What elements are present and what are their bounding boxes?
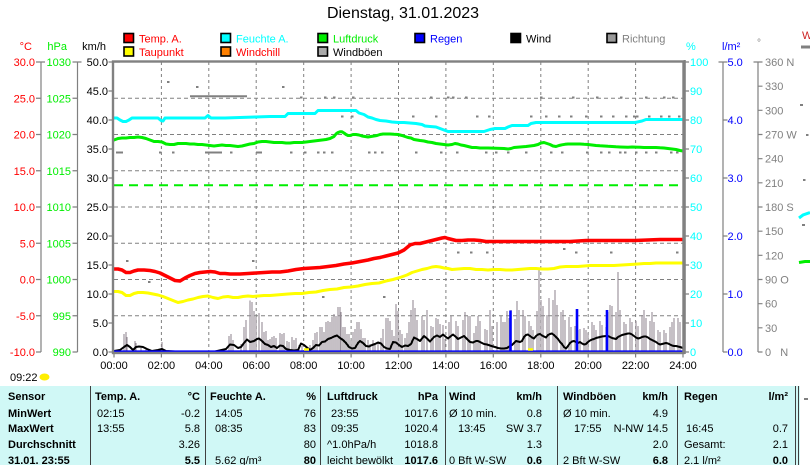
svg-text:30: 30 (765, 323, 777, 335)
svg-text:10:00: 10:00 (337, 360, 365, 372)
svg-text:W: W (802, 30, 810, 42)
svg-text:Wind: Wind (526, 34, 551, 46)
svg-text:45.0: 45.0 (87, 86, 108, 98)
svg-text:km/h: km/h (82, 41, 106, 53)
svg-text:08:00: 08:00 (290, 360, 318, 372)
svg-text:60: 60 (690, 173, 702, 185)
svg-text:-10.0: -10.0 (10, 347, 35, 359)
svg-text:20.0: 20.0 (14, 130, 35, 142)
svg-text:90: 90 (690, 86, 702, 98)
svg-text:1030: 1030 (47, 57, 71, 69)
svg-text:1.0: 1.0 (728, 289, 743, 301)
svg-text:1015: 1015 (47, 166, 71, 178)
svg-text:5.0: 5.0 (728, 57, 743, 69)
svg-text:Luftdruck: Luftdruck (333, 34, 379, 46)
svg-text:330: 330 (765, 81, 783, 93)
svg-text:02:00: 02:00 (148, 360, 176, 372)
svg-text:50.0: 50.0 (87, 57, 108, 69)
svg-text:16:00: 16:00 (480, 360, 508, 372)
svg-text:25.0: 25.0 (14, 93, 35, 105)
svg-text:0.0: 0.0 (728, 347, 743, 359)
svg-text:°C: °C (20, 41, 32, 53)
svg-text:210: 210 (765, 178, 783, 190)
svg-text:240: 240 (765, 154, 783, 166)
svg-text:l/m²: l/m² (722, 41, 741, 53)
svg-text:30: 30 (690, 260, 702, 272)
svg-text:2.0: 2.0 (728, 231, 743, 243)
svg-text:Regen: Regen (430, 34, 462, 46)
svg-text:Windchill: Windchill (236, 47, 280, 59)
svg-text:150: 150 (765, 226, 783, 238)
svg-text:15.0: 15.0 (14, 166, 35, 178)
svg-text:15.0: 15.0 (87, 260, 108, 272)
svg-text:°: ° (757, 38, 761, 49)
svg-text:5.0: 5.0 (20, 238, 35, 250)
svg-text:Temp. A.: Temp. A. (139, 34, 182, 46)
svg-text:Dienstag, 31.01.2023: Dienstag, 31.01.2023 (327, 5, 479, 22)
svg-text:35.0: 35.0 (87, 144, 108, 156)
svg-text:14:00: 14:00 (432, 360, 460, 372)
svg-text:-5.0: -5.0 (16, 311, 35, 323)
svg-text:09:22: 09:22 (10, 372, 38, 384)
svg-text:04:00: 04:00 (195, 360, 223, 372)
svg-text:%: % (686, 41, 696, 53)
svg-text:00:00: 00:00 (100, 360, 128, 372)
svg-text:1025: 1025 (47, 93, 71, 105)
svg-text:10.0: 10.0 (87, 289, 108, 301)
svg-text:50: 50 (690, 202, 702, 214)
svg-text:60: 60 (765, 299, 777, 311)
svg-text:20.0: 20.0 (87, 231, 108, 243)
svg-text:40: 40 (690, 231, 702, 243)
svg-text:5.0: 5.0 (93, 318, 108, 330)
svg-text:Richtung: Richtung (622, 34, 665, 46)
svg-text:995: 995 (53, 311, 71, 323)
svg-text:0.0: 0.0 (20, 275, 35, 287)
svg-text:120: 120 (765, 250, 783, 262)
svg-text:20:00: 20:00 (574, 360, 602, 372)
svg-text:0 N: 0 N (765, 347, 788, 359)
svg-text:70: 70 (690, 144, 702, 156)
svg-text:100: 100 (690, 57, 708, 69)
svg-text:1010: 1010 (47, 202, 71, 214)
svg-text:12:00: 12:00 (385, 360, 413, 372)
svg-text:hPa: hPa (47, 41, 67, 53)
svg-text:1000: 1000 (47, 275, 71, 287)
svg-text:90 O: 90 O (765, 275, 789, 287)
svg-text:80: 80 (690, 115, 702, 127)
svg-text:Taupunkt: Taupunkt (139, 47, 184, 59)
svg-text:30.0: 30.0 (87, 173, 108, 185)
svg-text:40.0: 40.0 (87, 115, 108, 127)
svg-text:10: 10 (690, 318, 702, 330)
svg-text:1020: 1020 (47, 130, 71, 142)
svg-text:10.0: 10.0 (14, 202, 35, 214)
svg-text:30.0: 30.0 (14, 57, 35, 69)
svg-text:0.0: 0.0 (93, 347, 108, 359)
svg-text:Feuchte A.: Feuchte A. (236, 34, 289, 46)
svg-text:22:00: 22:00 (622, 360, 650, 372)
svg-text:25.0: 25.0 (87, 202, 108, 214)
svg-text:990: 990 (53, 347, 71, 359)
svg-text:18:00: 18:00 (527, 360, 555, 372)
svg-text:270 W: 270 W (765, 130, 797, 142)
svg-text:300: 300 (765, 105, 783, 117)
svg-text:Windböen: Windböen (333, 47, 383, 59)
svg-text:4.0: 4.0 (728, 115, 743, 127)
svg-text:1005: 1005 (47, 238, 71, 250)
svg-text:06:00: 06:00 (242, 360, 270, 372)
svg-text:24:00: 24:00 (669, 360, 697, 372)
svg-text:0: 0 (690, 347, 696, 359)
svg-text:180 S: 180 S (765, 202, 794, 214)
svg-text:360 N: 360 N (765, 57, 794, 69)
svg-text:20: 20 (690, 289, 702, 301)
svg-text:3.0: 3.0 (728, 173, 743, 185)
